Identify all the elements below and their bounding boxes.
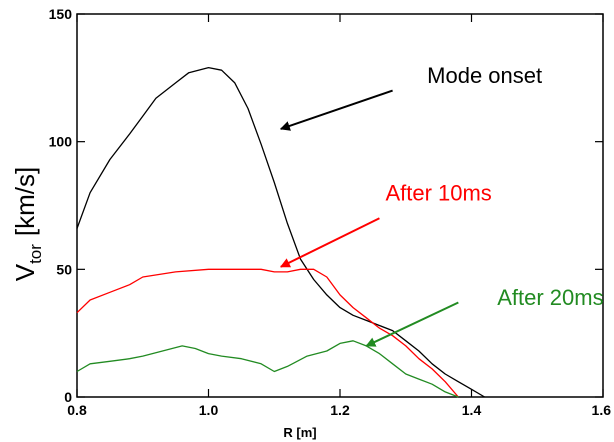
- x-tick-label: 1.2: [330, 402, 350, 418]
- x-tick-label: 0.8: [67, 402, 87, 418]
- series-line-after-20ms: [76, 340, 459, 398]
- annotation-after-20ms-arrow: [365, 301, 459, 347]
- x-tick-label: 1.6: [592, 402, 612, 418]
- y-tick-label: 150: [49, 6, 73, 22]
- annotation-layer: Mode onset After 10ms After 20ms: [279, 63, 604, 347]
- ticks-layer: 0.8 1.0 1.2 1.4 1.6 0 50 100 150: [49, 6, 612, 418]
- x-axis-title: R [m]: [283, 425, 316, 440]
- y-axis-title-main: V: [10, 263, 40, 281]
- series-layer: [76, 66, 485, 398]
- y-tick-label: 50: [56, 261, 72, 277]
- series-line-after-10ms: [76, 268, 459, 398]
- annotation-after-10ms-arrow: [279, 217, 380, 268]
- y-tick-label: 0: [64, 389, 72, 405]
- annotation-mode-onset-arrow: [279, 89, 393, 131]
- annotation-mode-onset-label: Mode onset: [427, 63, 542, 88]
- annotation-after-20ms-label: After 20ms: [497, 285, 603, 310]
- annotation-after-10ms-label: After 10ms: [385, 180, 491, 205]
- x-tick-label: 1.0: [199, 402, 219, 418]
- y-axis-title-subscript: tor: [26, 244, 45, 264]
- x-tick-label: 1.4: [462, 402, 482, 418]
- y-axis-title: Vtor [km/s]: [10, 167, 45, 282]
- y-axis-title-unit: [km/s]: [10, 167, 40, 236]
- series-line-mode-onset: [76, 66, 485, 398]
- y-tick-label: 100: [49, 134, 73, 150]
